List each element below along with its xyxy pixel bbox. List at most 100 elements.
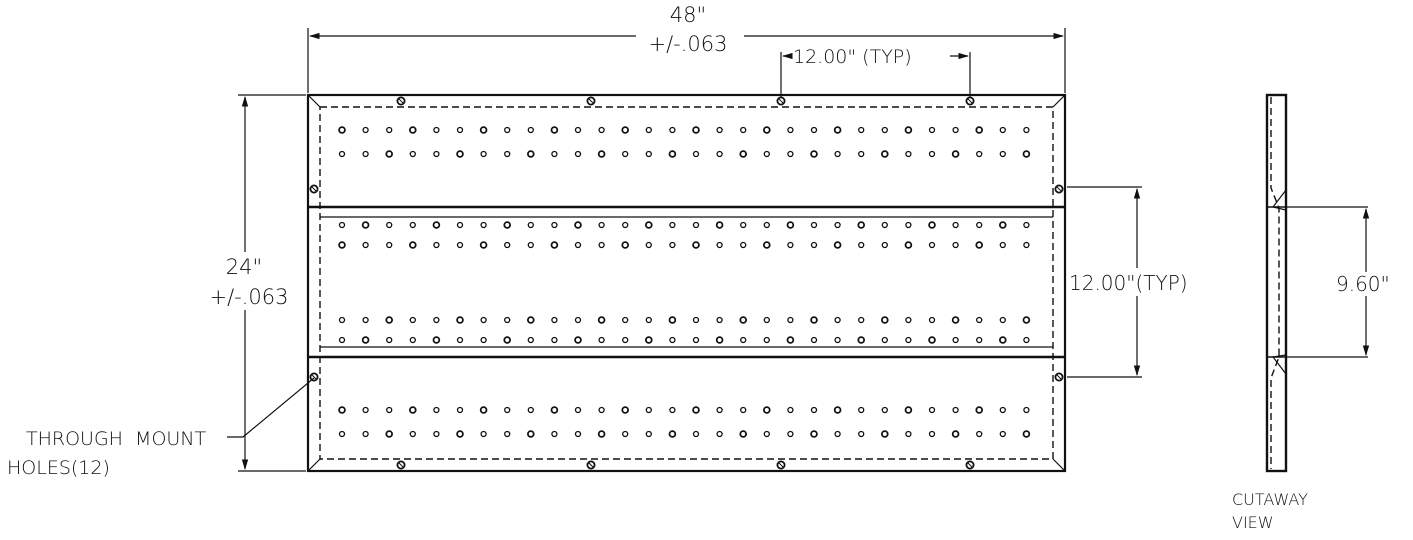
vent-hole	[763, 430, 770, 438]
mount-hole-mark	[311, 374, 317, 380]
vent-hole	[881, 126, 888, 134]
vent-hole	[597, 150, 606, 158]
width-dimension: 48" +/-.063	[307, 3, 1066, 93]
vent-hole	[456, 241, 464, 249]
vent-hole	[433, 316, 440, 324]
mount-hole-mark	[1056, 374, 1062, 380]
through-mount-callout: THROUGH MOUNT HOLES(12)	[7, 377, 315, 479]
vent-hole	[952, 126, 959, 134]
vent-hole	[361, 221, 370, 229]
vent-hole	[574, 221, 582, 229]
vent-hole	[338, 430, 346, 438]
vent-hole	[645, 241, 652, 249]
vent-hole	[385, 316, 394, 324]
vent-hole	[598, 406, 605, 414]
vent-hole	[951, 430, 960, 438]
vent-hole	[716, 406, 723, 414]
vent-hole	[998, 221, 1007, 229]
vent-hole	[810, 150, 818, 158]
vent-hole	[692, 406, 700, 414]
vent-hole	[810, 316, 818, 324]
vent-hole	[1022, 430, 1031, 438]
vent-hole	[433, 430, 440, 438]
vent-hole	[880, 150, 889, 158]
vent-hole	[999, 406, 1006, 414]
vent-hole	[338, 336, 346, 344]
vent-hole	[740, 221, 747, 229]
vent-hole	[433, 126, 440, 134]
vent-hole	[621, 126, 629, 134]
width-tolerance-label: +/-.063	[648, 32, 727, 56]
vent-hole	[362, 316, 369, 324]
vent-hole	[551, 150, 558, 158]
vent-hole	[787, 241, 794, 249]
vent-hole	[338, 221, 346, 229]
vent-hole	[762, 406, 771, 414]
vent-hole	[574, 430, 582, 438]
vent-hole	[504, 241, 511, 249]
height-dimension: 24" +/-.063	[192, 94, 306, 472]
vent-hole	[527, 406, 534, 414]
vent-hole	[787, 126, 794, 134]
vent-hole	[810, 406, 818, 414]
vent-hole	[904, 126, 913, 134]
vent-hole	[668, 316, 677, 324]
vent-hole	[976, 336, 983, 344]
vent-hole	[598, 126, 605, 134]
vent-hole	[668, 430, 677, 438]
vent-hole	[644, 336, 653, 344]
vent-hole	[362, 241, 369, 249]
vent-hole	[787, 316, 794, 324]
vent-hole	[904, 406, 913, 414]
vent-hole	[432, 221, 441, 229]
vent-hole	[456, 406, 464, 414]
vent-hole	[857, 336, 865, 344]
vent-hole	[386, 126, 393, 134]
vent-hole	[999, 316, 1006, 324]
vent-hole	[787, 430, 794, 438]
vent-hole	[858, 241, 865, 249]
vent-hole	[786, 221, 795, 229]
vent-hole	[881, 241, 888, 249]
vent-hole	[386, 336, 393, 344]
vent-hole	[551, 316, 558, 324]
panel-front-view	[306, 93, 1067, 473]
vent-hole	[786, 336, 795, 344]
vent-hole	[527, 221, 534, 229]
vent-hole	[621, 241, 629, 249]
vent-hole	[739, 316, 747, 324]
vent-hole	[833, 126, 842, 134]
vent-hole	[598, 221, 605, 229]
right-spacing-dimension: 12.00"(TYP)	[1067, 186, 1214, 378]
vent-hole	[739, 430, 747, 438]
vent-hole	[834, 430, 841, 438]
vent-hole	[999, 150, 1006, 158]
vent-hole	[1022, 316, 1031, 324]
height-label: 24"	[226, 255, 262, 279]
panel-outer-border	[306, 93, 1067, 473]
vent-hole	[645, 316, 652, 324]
vent-hole	[975, 406, 983, 414]
vent-hole	[433, 241, 440, 249]
vent-hole	[1023, 241, 1030, 249]
vent-hole	[716, 316, 723, 324]
vent-hole	[338, 126, 346, 134]
vent-hole	[408, 406, 417, 414]
vent-hole	[810, 430, 818, 438]
vent-hole	[857, 221, 865, 229]
vent-hole	[952, 221, 959, 229]
vent-hole	[951, 150, 960, 158]
vent-hole	[692, 430, 700, 438]
vent-hole	[928, 336, 936, 344]
vent-hole	[858, 150, 865, 158]
vent-hole	[480, 221, 487, 229]
vent-hole	[550, 126, 559, 134]
vent-hole	[976, 150, 983, 158]
vent-hole	[834, 221, 841, 229]
vent-hole	[480, 150, 487, 158]
vent-hole	[763, 336, 770, 344]
panel-inner-dashed-border	[319, 106, 1054, 460]
vent-hole	[526, 430, 535, 438]
vent-hole	[503, 336, 512, 344]
